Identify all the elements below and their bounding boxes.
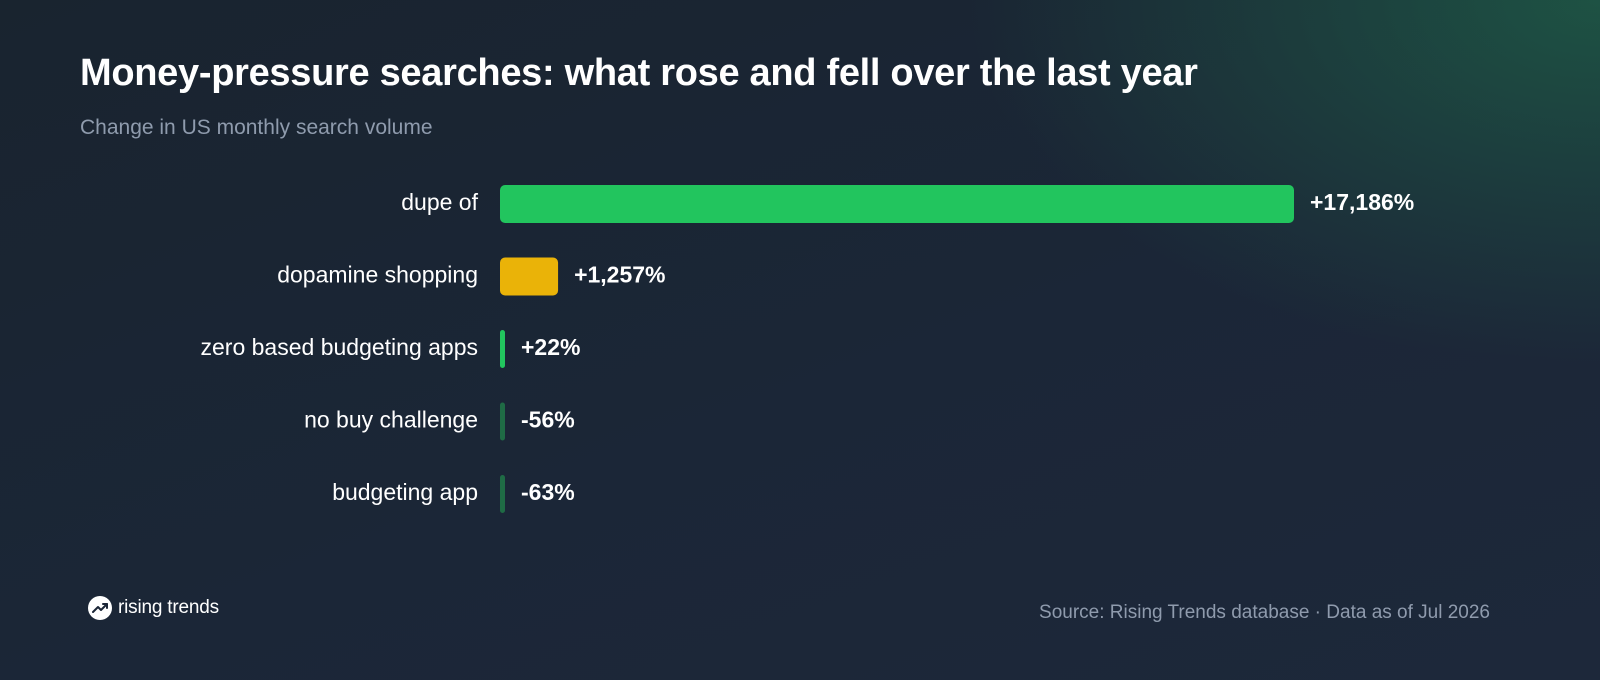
- chart-subtitle: Change in US monthly search volume: [80, 116, 433, 139]
- brand-logo-text: rising trends: [118, 597, 219, 618]
- category-label: dupe of: [401, 189, 478, 215]
- bar: [500, 257, 559, 296]
- value-label: +17,186%: [1310, 189, 1414, 215]
- bar: [500, 475, 505, 513]
- category-label: dopamine shopping: [277, 262, 478, 288]
- source-note: Source: Rising Trends database · Data as…: [1039, 602, 1490, 623]
- bar: [500, 185, 1294, 223]
- value-label: +22%: [521, 334, 580, 360]
- category-label: zero based budgeting apps: [201, 334, 479, 360]
- value-label: +1,257%: [574, 262, 665, 288]
- bar: [500, 402, 505, 441]
- brand-logo: rising trends: [88, 596, 219, 620]
- value-label: -56%: [521, 407, 575, 433]
- bar: [500, 330, 505, 368]
- chart-title: Money-pressure searches: what rose and f…: [80, 52, 1198, 94]
- value-label: -63%: [521, 479, 575, 505]
- trending-up-icon: [88, 596, 112, 620]
- category-label: budgeting app: [332, 479, 478, 505]
- category-label: no buy challenge: [304, 407, 478, 433]
